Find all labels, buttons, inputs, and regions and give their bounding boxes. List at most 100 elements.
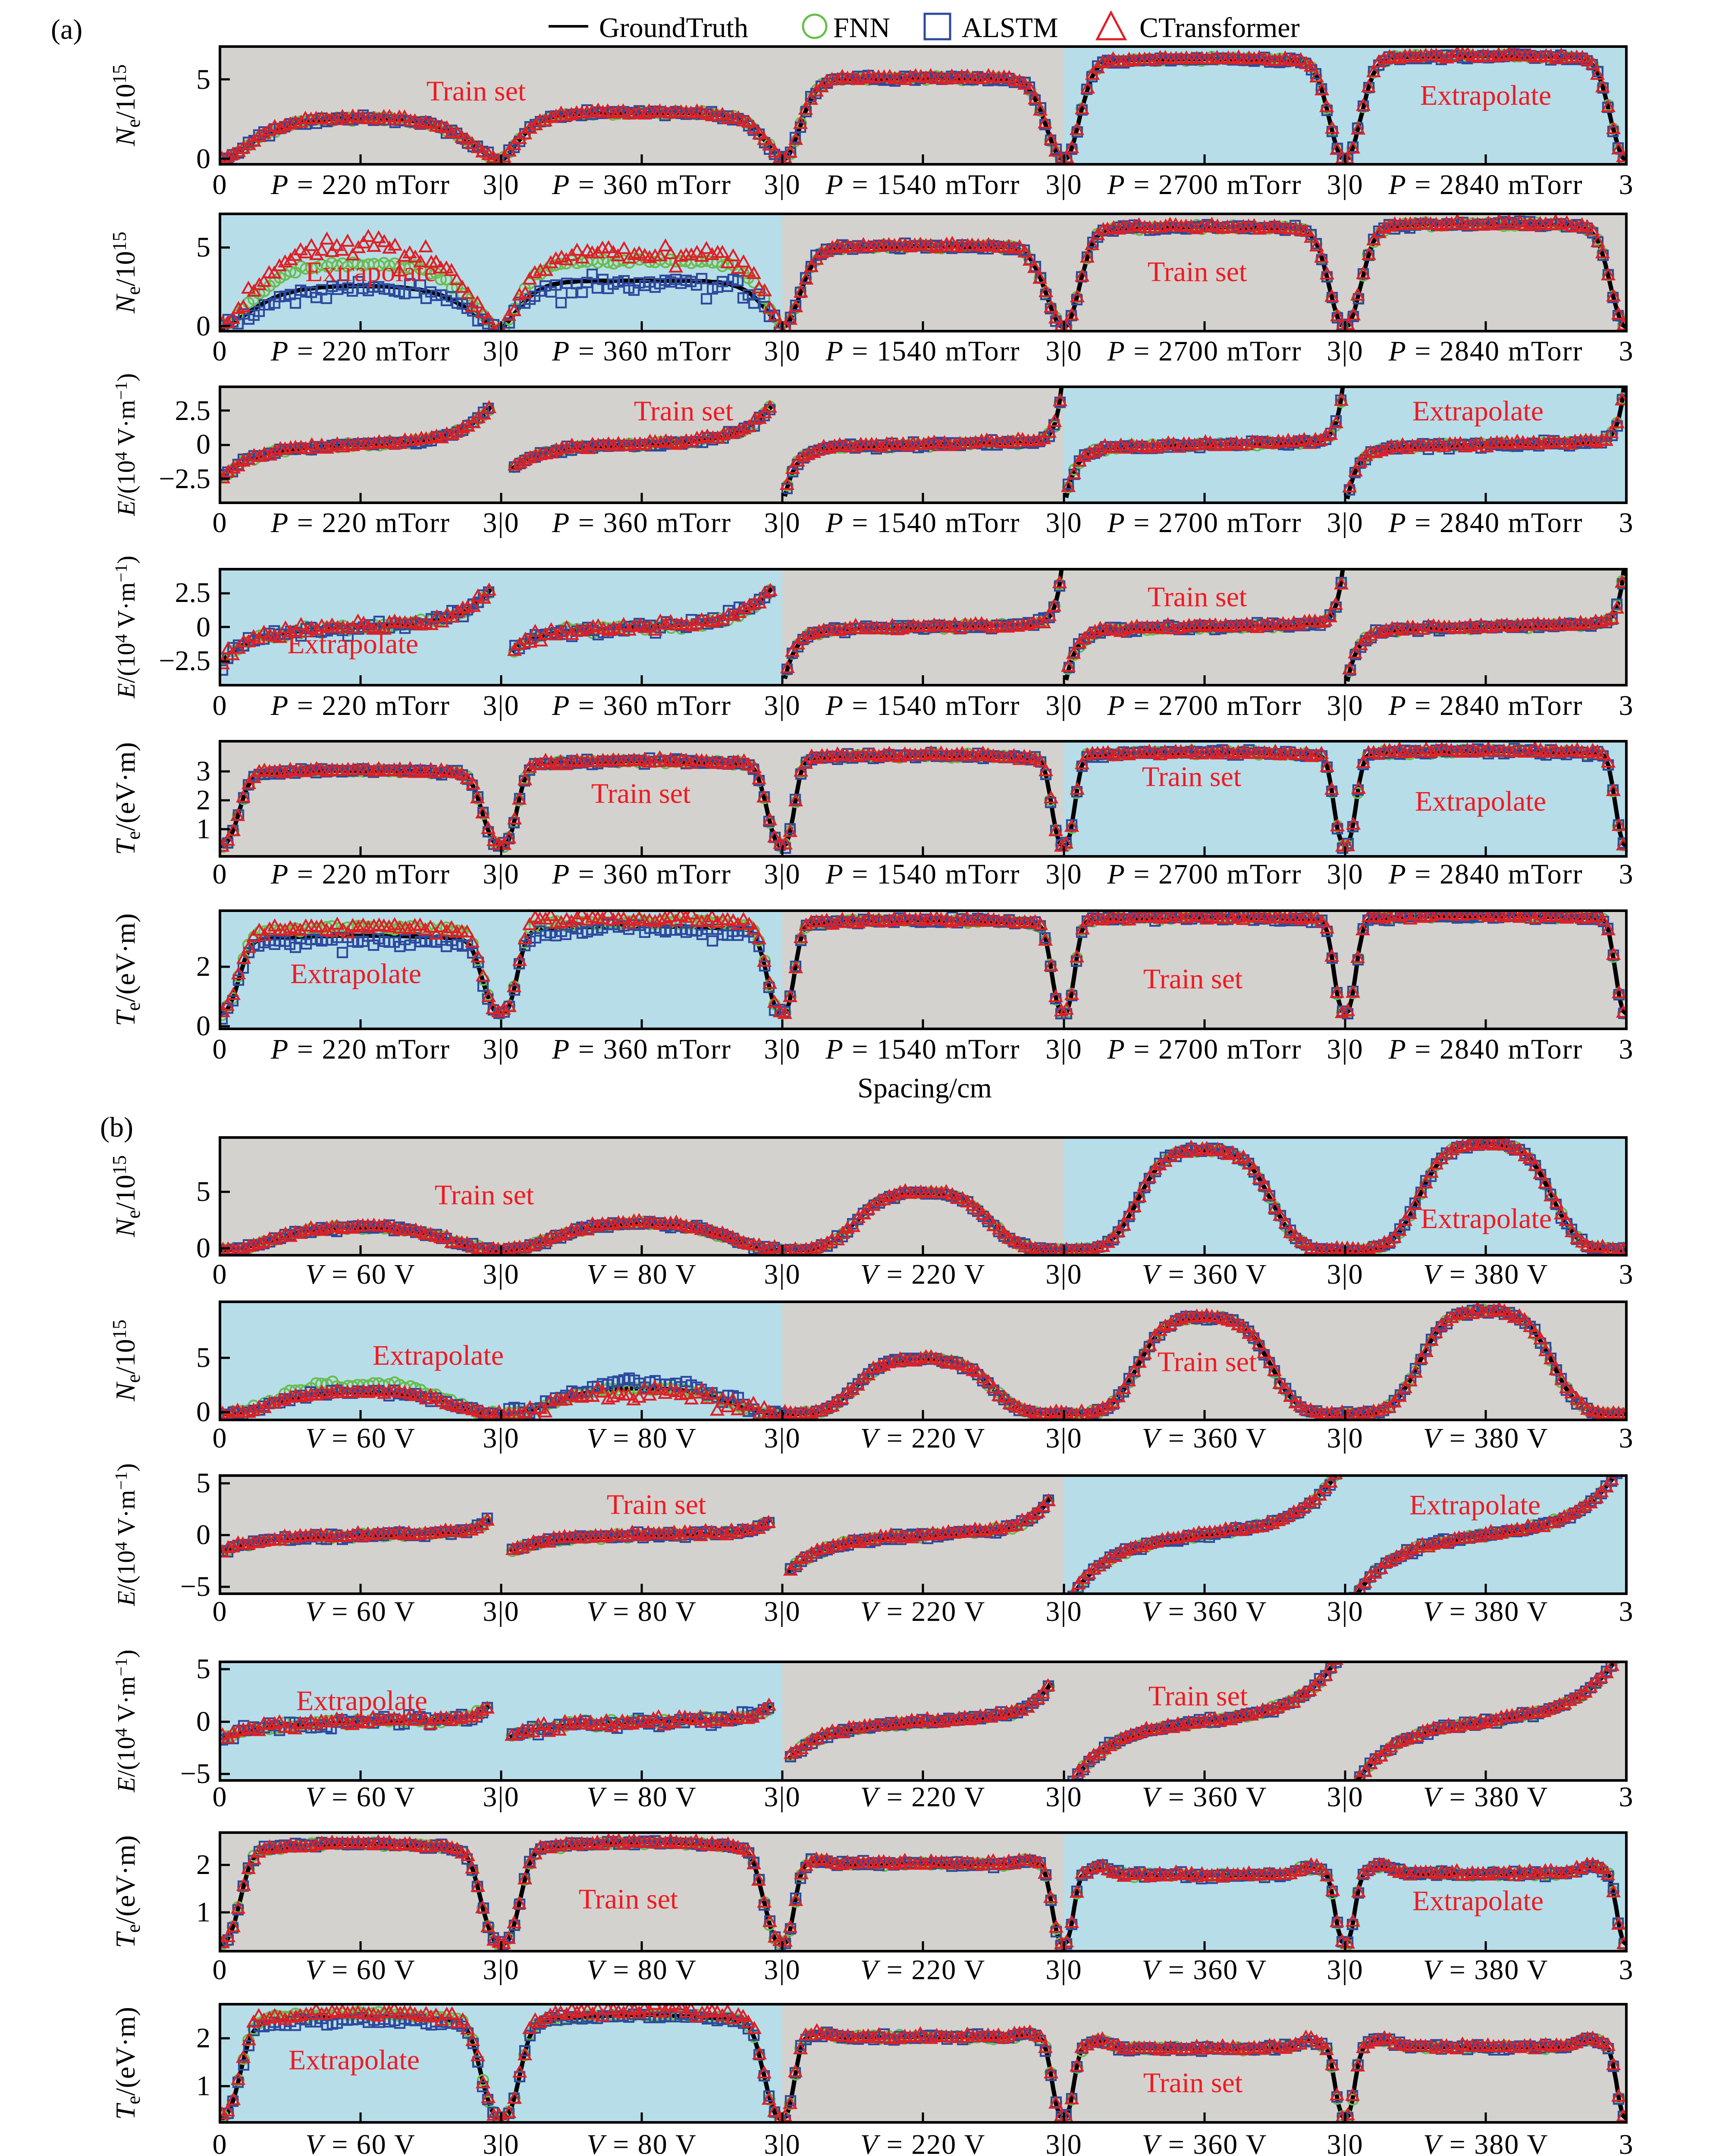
svg-text:3|0: 3|0 bbox=[483, 1596, 519, 1627]
svg-text:V = 220 V: V = 220 V bbox=[860, 1259, 986, 1290]
svg-text:2: 2 bbox=[196, 2022, 210, 2054]
svg-text:V = 360 V: V = 360 V bbox=[1142, 1954, 1268, 1986]
svg-text:5: 5 bbox=[196, 1653, 210, 1685]
svg-text:3|0: 3|0 bbox=[764, 1423, 800, 1454]
svg-text:3|0: 3|0 bbox=[1045, 1259, 1082, 1290]
svg-text:3|0: 3|0 bbox=[1327, 1596, 1363, 1627]
svg-text:P = 220 mTorr: P = 220 mTorr bbox=[270, 859, 450, 890]
svg-text:3: 3 bbox=[1619, 1423, 1634, 1454]
svg-text:3: 3 bbox=[1619, 1259, 1634, 1290]
svg-text:Train set: Train set bbox=[435, 1179, 534, 1211]
svg-text:0: 0 bbox=[213, 507, 228, 539]
svg-text:V = 380 V: V = 380 V bbox=[1423, 2129, 1549, 2156]
svg-text:3|0: 3|0 bbox=[483, 690, 519, 721]
svg-text:P = 2840 mTorr: P = 2840 mTorr bbox=[1388, 335, 1583, 367]
svg-text:0: 0 bbox=[196, 1396, 210, 1428]
svg-text:5: 5 bbox=[196, 64, 210, 95]
svg-text:3: 3 bbox=[1619, 169, 1634, 201]
svg-text:3: 3 bbox=[1619, 335, 1634, 367]
svg-text:P = 220 mTorr: P = 220 mTorr bbox=[270, 169, 450, 201]
svg-text:V = 60 V: V = 60 V bbox=[305, 1781, 416, 1813]
svg-text:3|0: 3|0 bbox=[483, 507, 519, 539]
svg-text:E/(104V·m−1): E/(104V·m−1) bbox=[111, 1463, 140, 1606]
svg-text:Train set: Train set bbox=[1158, 1346, 1257, 1378]
svg-text:V = 80 V: V = 80 V bbox=[587, 1781, 697, 1813]
svg-text:0: 0 bbox=[196, 429, 210, 460]
svg-text:3|0: 3|0 bbox=[1327, 507, 1363, 539]
svg-text:3|0: 3|0 bbox=[483, 1034, 519, 1065]
svg-text:P = 2840 mTorr: P = 2840 mTorr bbox=[1388, 859, 1583, 890]
svg-text:3|0: 3|0 bbox=[1045, 690, 1082, 721]
svg-text:Train set: Train set bbox=[591, 778, 690, 809]
svg-text:V = 360 V: V = 360 V bbox=[1142, 1596, 1268, 1627]
svg-text:0: 0 bbox=[213, 1954, 228, 1986]
svg-text:5: 5 bbox=[196, 232, 210, 263]
svg-text:V = 380 V: V = 380 V bbox=[1423, 1781, 1549, 1813]
svg-text:P = 220 mTorr: P = 220 mTorr bbox=[270, 507, 450, 539]
svg-text:V = 60 V: V = 60 V bbox=[305, 1423, 416, 1454]
svg-text:3|0: 3|0 bbox=[764, 335, 800, 367]
svg-text:P = 220 mTorr: P = 220 mTorr bbox=[270, 335, 450, 367]
svg-text:Train set: Train set bbox=[1148, 581, 1247, 613]
svg-text:−2.5: −2.5 bbox=[159, 463, 210, 495]
svg-text:0: 0 bbox=[213, 1423, 228, 1454]
svg-text:3|0: 3|0 bbox=[1045, 335, 1082, 367]
svg-text:E/(104V·m−1): E/(104V·m−1) bbox=[111, 555, 140, 699]
svg-text:CTransformer: CTransformer bbox=[1139, 12, 1300, 44]
svg-text:V = 60 V: V = 60 V bbox=[305, 1596, 416, 1627]
svg-text:Extrapolate: Extrapolate bbox=[1412, 395, 1544, 427]
svg-text:0: 0 bbox=[196, 143, 210, 175]
svg-text:P = 360 mTorr: P = 360 mTorr bbox=[552, 859, 731, 890]
svg-text:3: 3 bbox=[1619, 2129, 1634, 2156]
svg-text:Ne/1015: Ne/1015 bbox=[109, 232, 144, 313]
svg-text:3|0: 3|0 bbox=[764, 1781, 800, 1813]
svg-text:V = 360 V: V = 360 V bbox=[1142, 1259, 1268, 1290]
svg-text:0: 0 bbox=[213, 1034, 228, 1065]
svg-text:V = 80 V: V = 80 V bbox=[587, 2129, 697, 2156]
svg-text:P = 360 mTorr: P = 360 mTorr bbox=[552, 169, 731, 201]
svg-text:Ne/1015: Ne/1015 bbox=[109, 1155, 144, 1237]
svg-text:Train set: Train set bbox=[634, 395, 733, 427]
svg-text:3|0: 3|0 bbox=[1327, 169, 1363, 201]
svg-text:Extrapolate: Extrapolate bbox=[290, 958, 421, 990]
svg-text:Extrapolate: Extrapolate bbox=[296, 1685, 427, 1717]
svg-text:3: 3 bbox=[1619, 507, 1634, 539]
svg-text:P = 1540 mTorr: P = 1540 mTorr bbox=[825, 507, 1020, 539]
svg-text:Extrapolate: Extrapolate bbox=[1415, 786, 1546, 817]
svg-text:P = 2840 mTorr: P = 2840 mTorr bbox=[1388, 1034, 1583, 1065]
svg-text:1: 1 bbox=[196, 2070, 210, 2102]
svg-text:Extrapolate: Extrapolate bbox=[1412, 1885, 1544, 1917]
svg-text:Extrapolate: Extrapolate bbox=[1409, 1489, 1541, 1521]
svg-text:0: 0 bbox=[196, 1010, 210, 1042]
svg-text:3|0: 3|0 bbox=[1327, 2129, 1363, 2156]
svg-text:V = 220 V: V = 220 V bbox=[860, 1596, 986, 1627]
svg-text:Extrapolate: Extrapolate bbox=[305, 256, 436, 288]
svg-text:3|0: 3|0 bbox=[483, 169, 519, 201]
svg-text:0: 0 bbox=[196, 1706, 210, 1737]
svg-text:3|0: 3|0 bbox=[764, 507, 800, 539]
svg-text:Train set: Train set bbox=[1143, 2067, 1243, 2099]
svg-text:3|0: 3|0 bbox=[1327, 859, 1363, 890]
svg-text:3|0: 3|0 bbox=[1045, 1423, 1082, 1454]
svg-text:V = 380 V: V = 380 V bbox=[1423, 1596, 1549, 1627]
svg-text:3: 3 bbox=[196, 755, 210, 787]
svg-text:3|0: 3|0 bbox=[483, 859, 519, 890]
svg-text:Train set: Train set bbox=[1143, 963, 1243, 995]
svg-text:P = 2840 mTorr: P = 2840 mTorr bbox=[1388, 690, 1583, 721]
svg-text:V = 360 V: V = 360 V bbox=[1142, 1423, 1268, 1454]
svg-text:Train set: Train set bbox=[427, 75, 526, 107]
svg-text:3|0: 3|0 bbox=[1045, 1034, 1082, 1065]
svg-text:GroundTruth: GroundTruth bbox=[599, 12, 748, 44]
svg-text:3|0: 3|0 bbox=[483, 1781, 519, 1813]
svg-text:ALSTM: ALSTM bbox=[962, 12, 1058, 44]
svg-text:P = 2700 mTorr: P = 2700 mTorr bbox=[1107, 169, 1302, 201]
svg-text:3|0: 3|0 bbox=[764, 859, 800, 890]
svg-text:V = 80 V: V = 80 V bbox=[587, 1596, 697, 1627]
svg-text:−2.5: −2.5 bbox=[159, 645, 210, 677]
svg-text:0: 0 bbox=[196, 1232, 210, 1264]
svg-text:3|0: 3|0 bbox=[764, 1259, 800, 1290]
svg-text:0: 0 bbox=[213, 169, 228, 201]
svg-text:V = 80 V: V = 80 V bbox=[587, 1954, 697, 1986]
svg-text:Train set: Train set bbox=[579, 1883, 678, 1915]
svg-text:V = 80 V: V = 80 V bbox=[587, 1423, 697, 1454]
